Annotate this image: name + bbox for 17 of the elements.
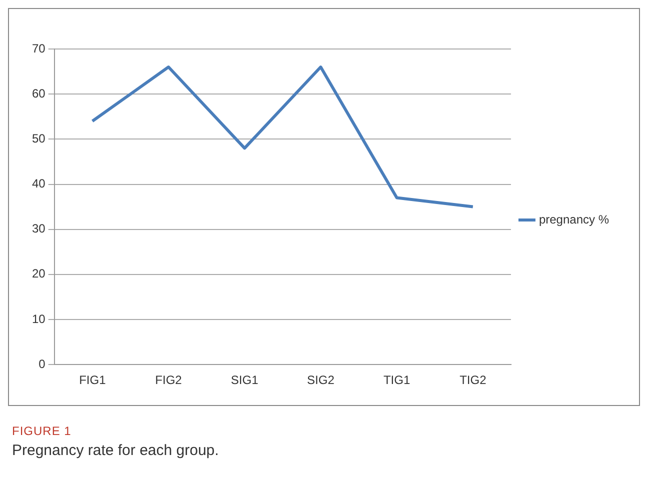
text: Pregnancy rate for each group. xyxy=(12,442,220,459)
x-tick-label: TIG2 xyxy=(460,373,487,388)
y-tick-label: 0 xyxy=(38,356,46,371)
x-tick-label: FIG2 xyxy=(155,373,182,388)
y-tick-label: 60 xyxy=(32,86,46,100)
x-tick-label: TIG1 xyxy=(383,373,410,388)
legend-label: pregnancy % xyxy=(538,212,610,226)
y-tick-label: 20 xyxy=(32,266,46,281)
y-tick-label: 50 xyxy=(32,131,46,146)
caption: FIGURE 1 xyxy=(12,424,72,438)
y-tick-label: 70 xyxy=(32,41,46,56)
x-tick-label: SIG2 xyxy=(307,373,335,388)
x-tick-label: FIG1 xyxy=(79,373,106,388)
x-tick-label: SIG1 xyxy=(230,373,259,388)
y-tick-label: 40 xyxy=(32,176,46,191)
y-tick-label: 10 xyxy=(32,312,46,326)
y-tick-label: 30 xyxy=(32,222,46,236)
